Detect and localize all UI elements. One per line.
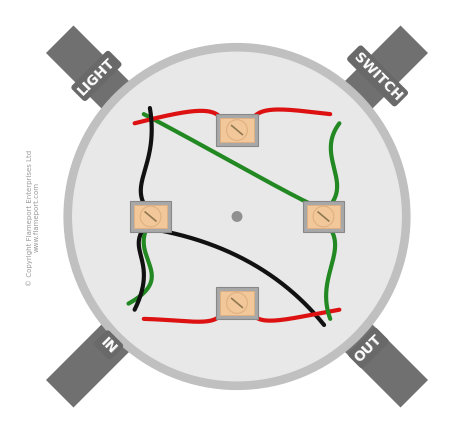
Text: LIGHT: LIGHT [75, 56, 118, 98]
Circle shape [227, 293, 247, 314]
Text: © Copyright Flameport Enterprises Ltd
www.flameport.com: © Copyright Flameport Enterprises Ltd ww… [26, 149, 40, 285]
FancyBboxPatch shape [220, 119, 254, 142]
Text: SWITCH: SWITCH [351, 50, 404, 103]
FancyBboxPatch shape [217, 288, 257, 319]
Text: IN: IN [98, 334, 119, 356]
FancyBboxPatch shape [307, 205, 340, 229]
FancyBboxPatch shape [220, 292, 254, 315]
Circle shape [64, 45, 410, 389]
Circle shape [73, 53, 401, 381]
Circle shape [232, 212, 242, 222]
Text: OUT: OUT [352, 332, 385, 365]
FancyBboxPatch shape [134, 205, 167, 229]
FancyBboxPatch shape [303, 201, 344, 233]
Circle shape [227, 120, 247, 141]
Circle shape [313, 207, 334, 227]
FancyBboxPatch shape [130, 201, 171, 233]
Circle shape [140, 207, 161, 227]
FancyBboxPatch shape [217, 115, 257, 146]
